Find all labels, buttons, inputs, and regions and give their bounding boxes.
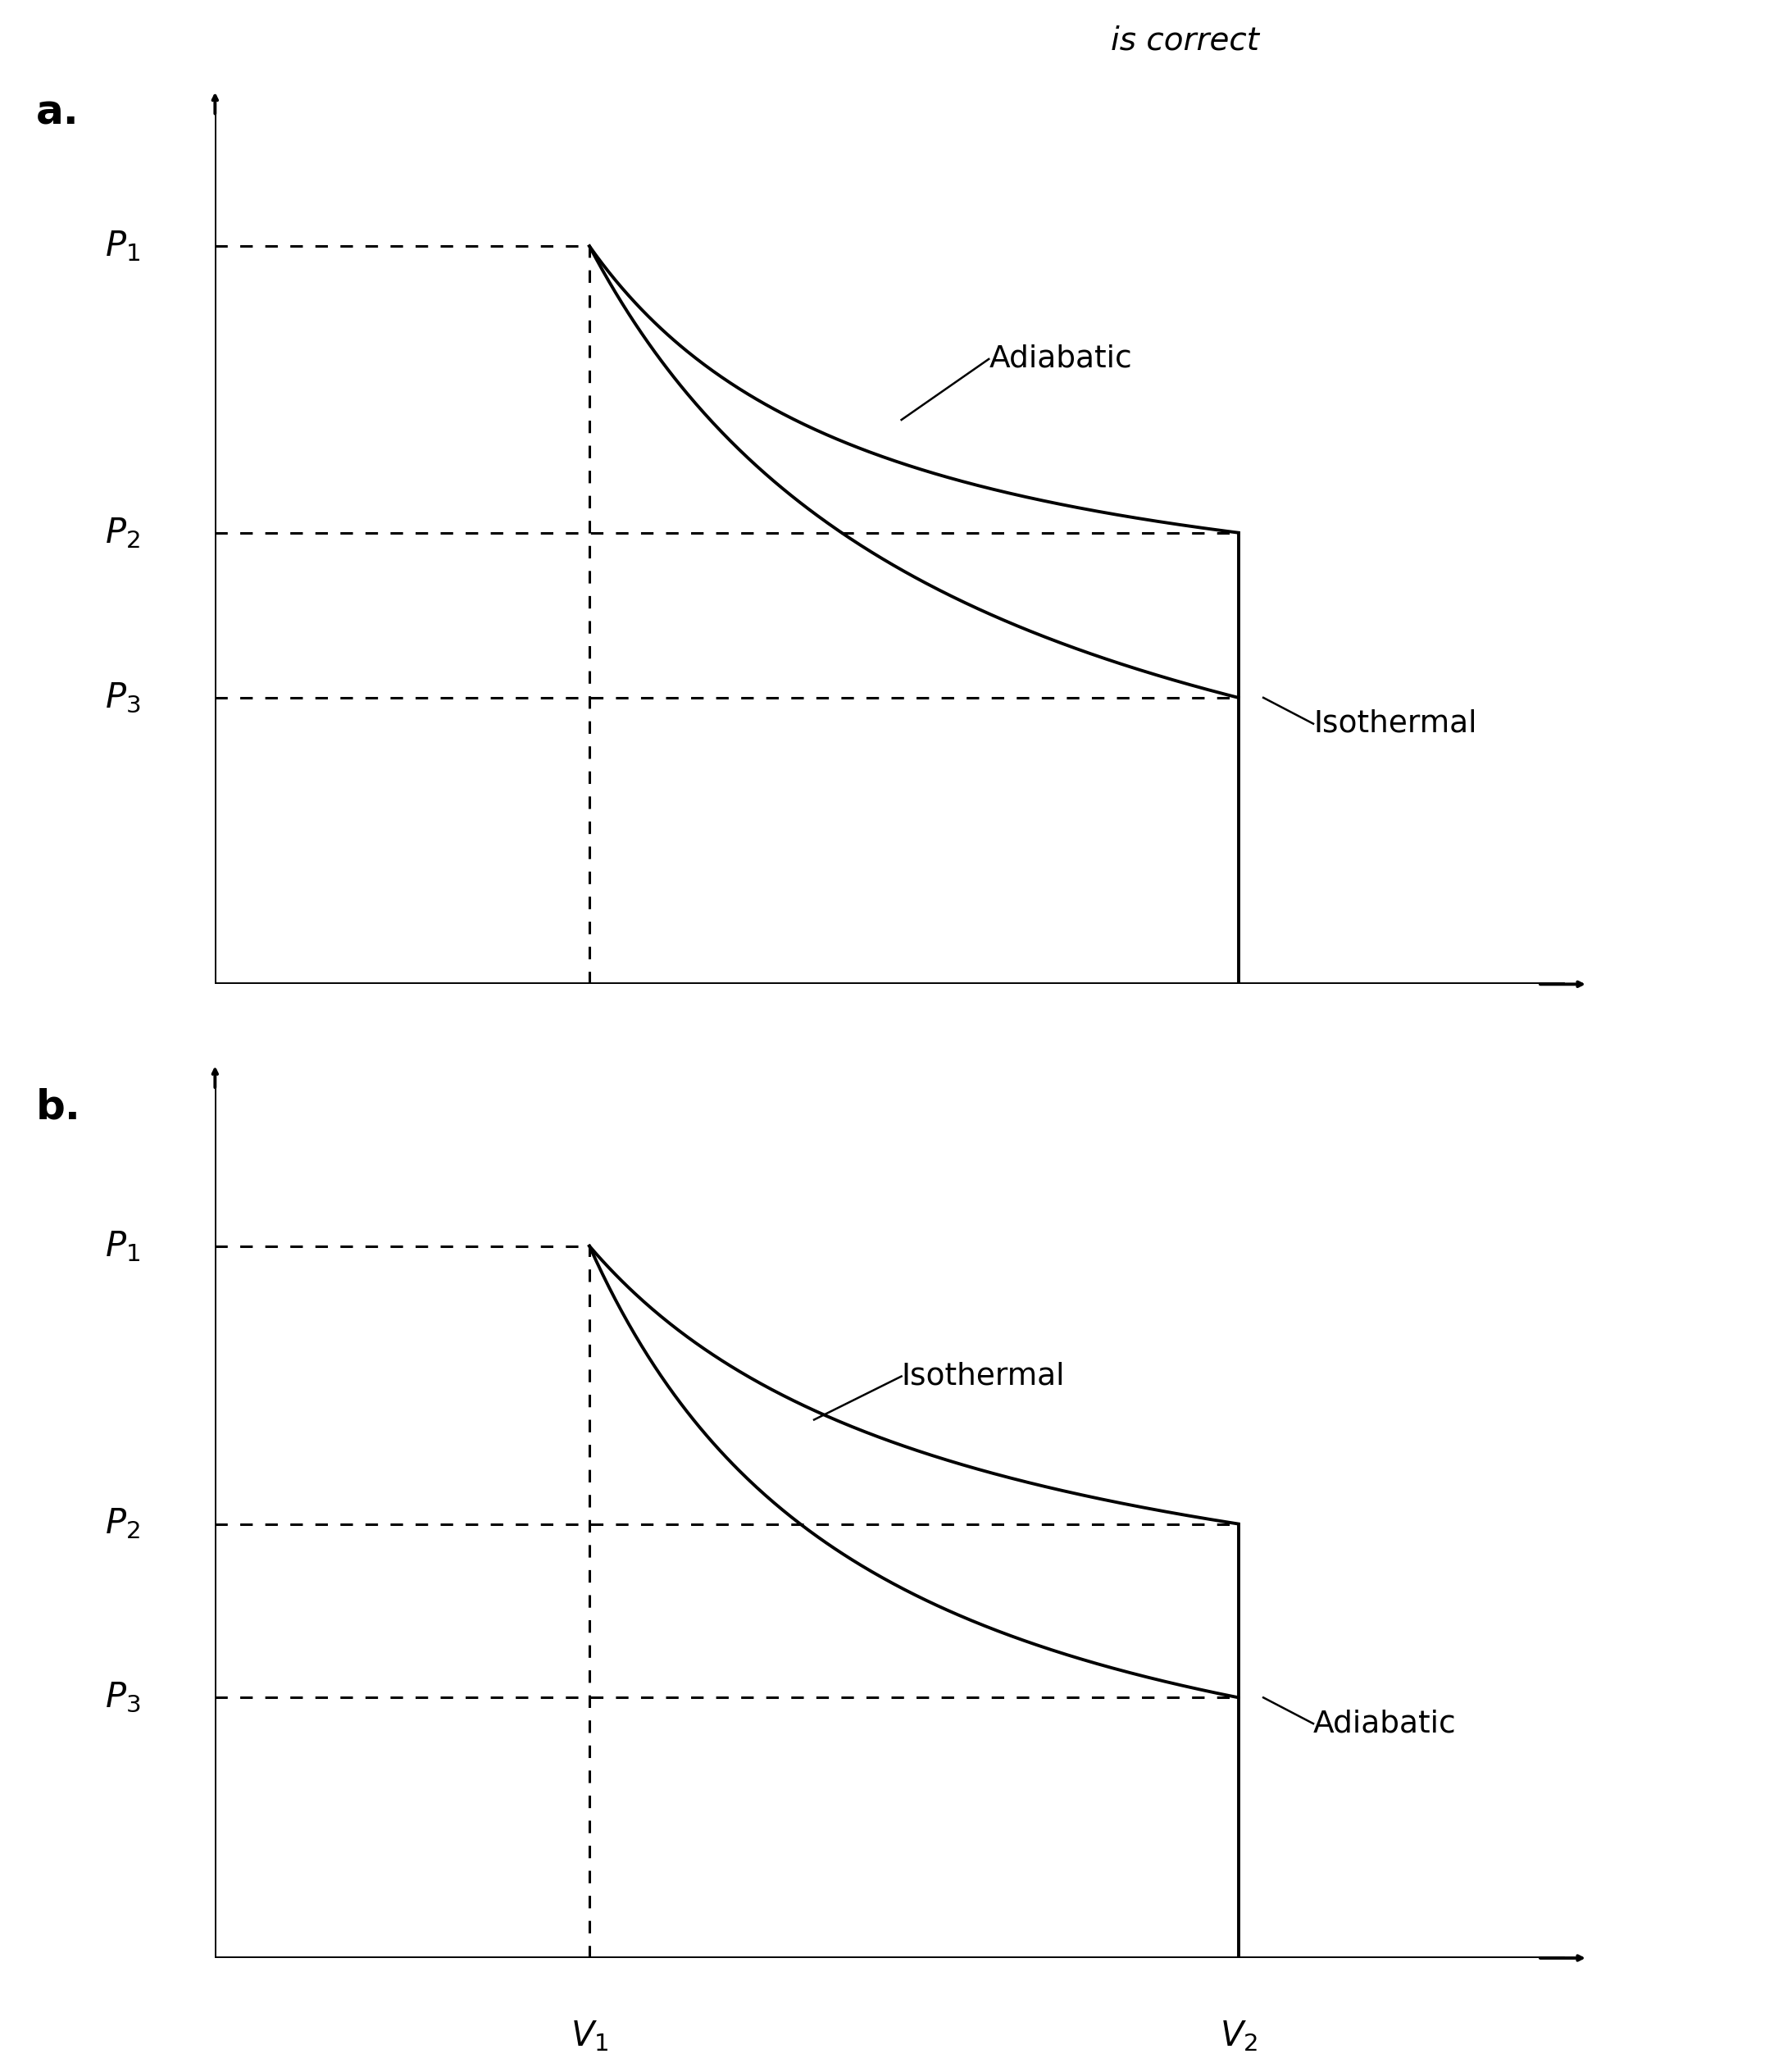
Text: $V_1$: $V_1$ [570,1044,609,1080]
Text: $P_1$: $P_1$ [106,1229,140,1264]
Text: $P_2$: $P_2$ [106,1506,140,1542]
Text: $V_1$: $V_1$ [570,2018,609,2053]
Text: $V_2$: $V_2$ [1220,2018,1258,2053]
Text: $V_2$: $V_2$ [1220,1044,1258,1080]
Text: b.: b. [36,1088,81,1127]
Text: Adiabatic: Adiabatic [1314,1709,1457,1738]
Text: $P_2$: $P_2$ [106,516,140,549]
Text: a.: a. [36,93,79,133]
Text: Adiabatic: Adiabatic [989,344,1133,373]
Text: $P_3$: $P_3$ [104,680,140,715]
Text: $P_3$: $P_3$ [104,1680,140,1716]
Text: Isothermal: Isothermal [1314,709,1477,738]
Text: Isothermal: Isothermal [901,1361,1064,1390]
Text: is correct: is correct [1111,25,1260,56]
Text: $P_1$: $P_1$ [106,228,140,263]
